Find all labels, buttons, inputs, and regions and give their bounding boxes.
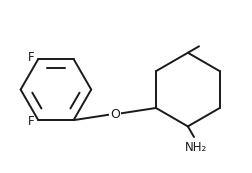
Text: F: F xyxy=(28,115,35,128)
Text: NH₂: NH₂ xyxy=(184,141,206,154)
Text: O: O xyxy=(109,108,119,121)
Text: F: F xyxy=(28,51,35,64)
